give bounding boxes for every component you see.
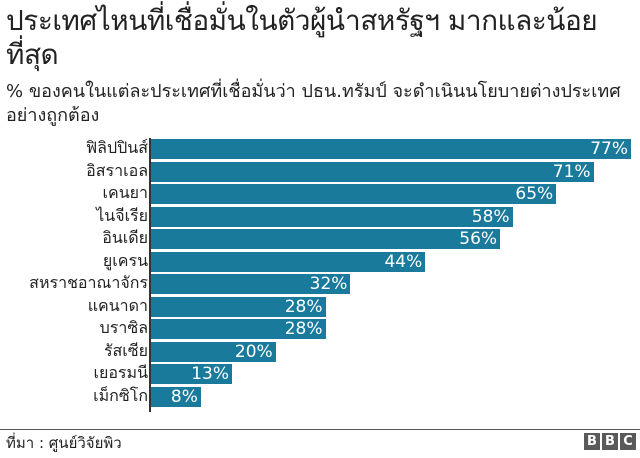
category-label: รัสเซีย [103, 340, 148, 360]
logo-letter: B [602, 433, 618, 450]
value-label: 28% [284, 296, 323, 317]
category-label: ยูเครน [102, 250, 148, 270]
category-label: อินเดีย [102, 228, 148, 247]
category-label: เม็กซิโก [93, 385, 148, 405]
bar: 44% [151, 251, 426, 272]
category-label: แคนาดา [87, 295, 148, 315]
bar-row: อิสราเอล 71% [0, 160, 640, 182]
category-label: สหราชอาณาจักร [29, 273, 148, 292]
bar-chart: ฟิลิปปินส์ 77% อิสราเอล 71% เคนยา 65% ไนจีเรีย… [0, 138, 640, 414]
bar-row: ยูเครน 44% [0, 250, 640, 272]
bar: 20% [151, 341, 276, 362]
category-label: บราซิล [99, 318, 148, 337]
value-label: 28% [284, 319, 323, 339]
category-label: อิสราเอล [86, 160, 148, 180]
value-label: 44% [384, 251, 423, 272]
bar: 28% [151, 296, 326, 317]
value-label: 65% [515, 184, 554, 204]
logo-letter: C [620, 433, 636, 450]
bar-row: เคนยา 65% [0, 183, 640, 204]
value-label: 32% [309, 274, 348, 294]
bar: 32% [151, 274, 351, 294]
bar-row: ฟิลิปปินส์ 77% [0, 138, 640, 159]
bar: 65% [151, 184, 557, 204]
bar-row: เม็กซิโก 8% [0, 385, 640, 407]
logo-letter: B [584, 433, 600, 450]
bar: 28% [151, 319, 326, 339]
chart-subtitle: % ของคนในแต่ละประเทศที่เชื่อมั่นว่า ปธน.… [6, 81, 621, 126]
bar-row: บราซิล 28% [0, 318, 640, 339]
bar: 58% [151, 206, 513, 227]
value-label: 71% [552, 161, 591, 182]
bar-row: อินเดีย 56% [0, 228, 640, 249]
bar: 8% [151, 386, 201, 407]
bar: 56% [151, 229, 501, 249]
value-label: 8% [170, 386, 198, 407]
bar-row: ไนจีเรีย 58% [0, 205, 640, 227]
bar: 77% [151, 139, 631, 159]
value-label: 58% [471, 206, 510, 227]
bar-row: สหราชอาณาจักร 32% [0, 273, 640, 294]
value-label: 20% [234, 341, 273, 362]
value-label: 13% [191, 364, 230, 384]
category-label: เคนยา [102, 183, 148, 202]
value-label: 77% [590, 139, 628, 159]
source-note: ที่มา : ศูนย์วิจัยพิว [6, 434, 122, 452]
bar: 13% [151, 364, 233, 384]
bar-row: เยอรมนี 13% [0, 363, 640, 384]
category-label: ไนจีเรีย [96, 205, 148, 225]
chart-title: ประเทศไหนที่เชื่อมั่นในตัวผู้นำสหรัฐฯ มา… [6, 4, 598, 71]
bbc-logo: B B C [584, 433, 636, 450]
bar-row: แคนาดา 28% [0, 295, 640, 317]
bar-row: รัสเซีย 20% [0, 340, 640, 362]
category-label: เยอรมนี [93, 363, 148, 382]
footer-divider [0, 429, 640, 430]
value-label: 56% [459, 229, 498, 249]
y-axis-line [149, 138, 151, 412]
category-label: ฟิลิปปินส์ [85, 138, 148, 157]
bar: 71% [151, 161, 594, 182]
